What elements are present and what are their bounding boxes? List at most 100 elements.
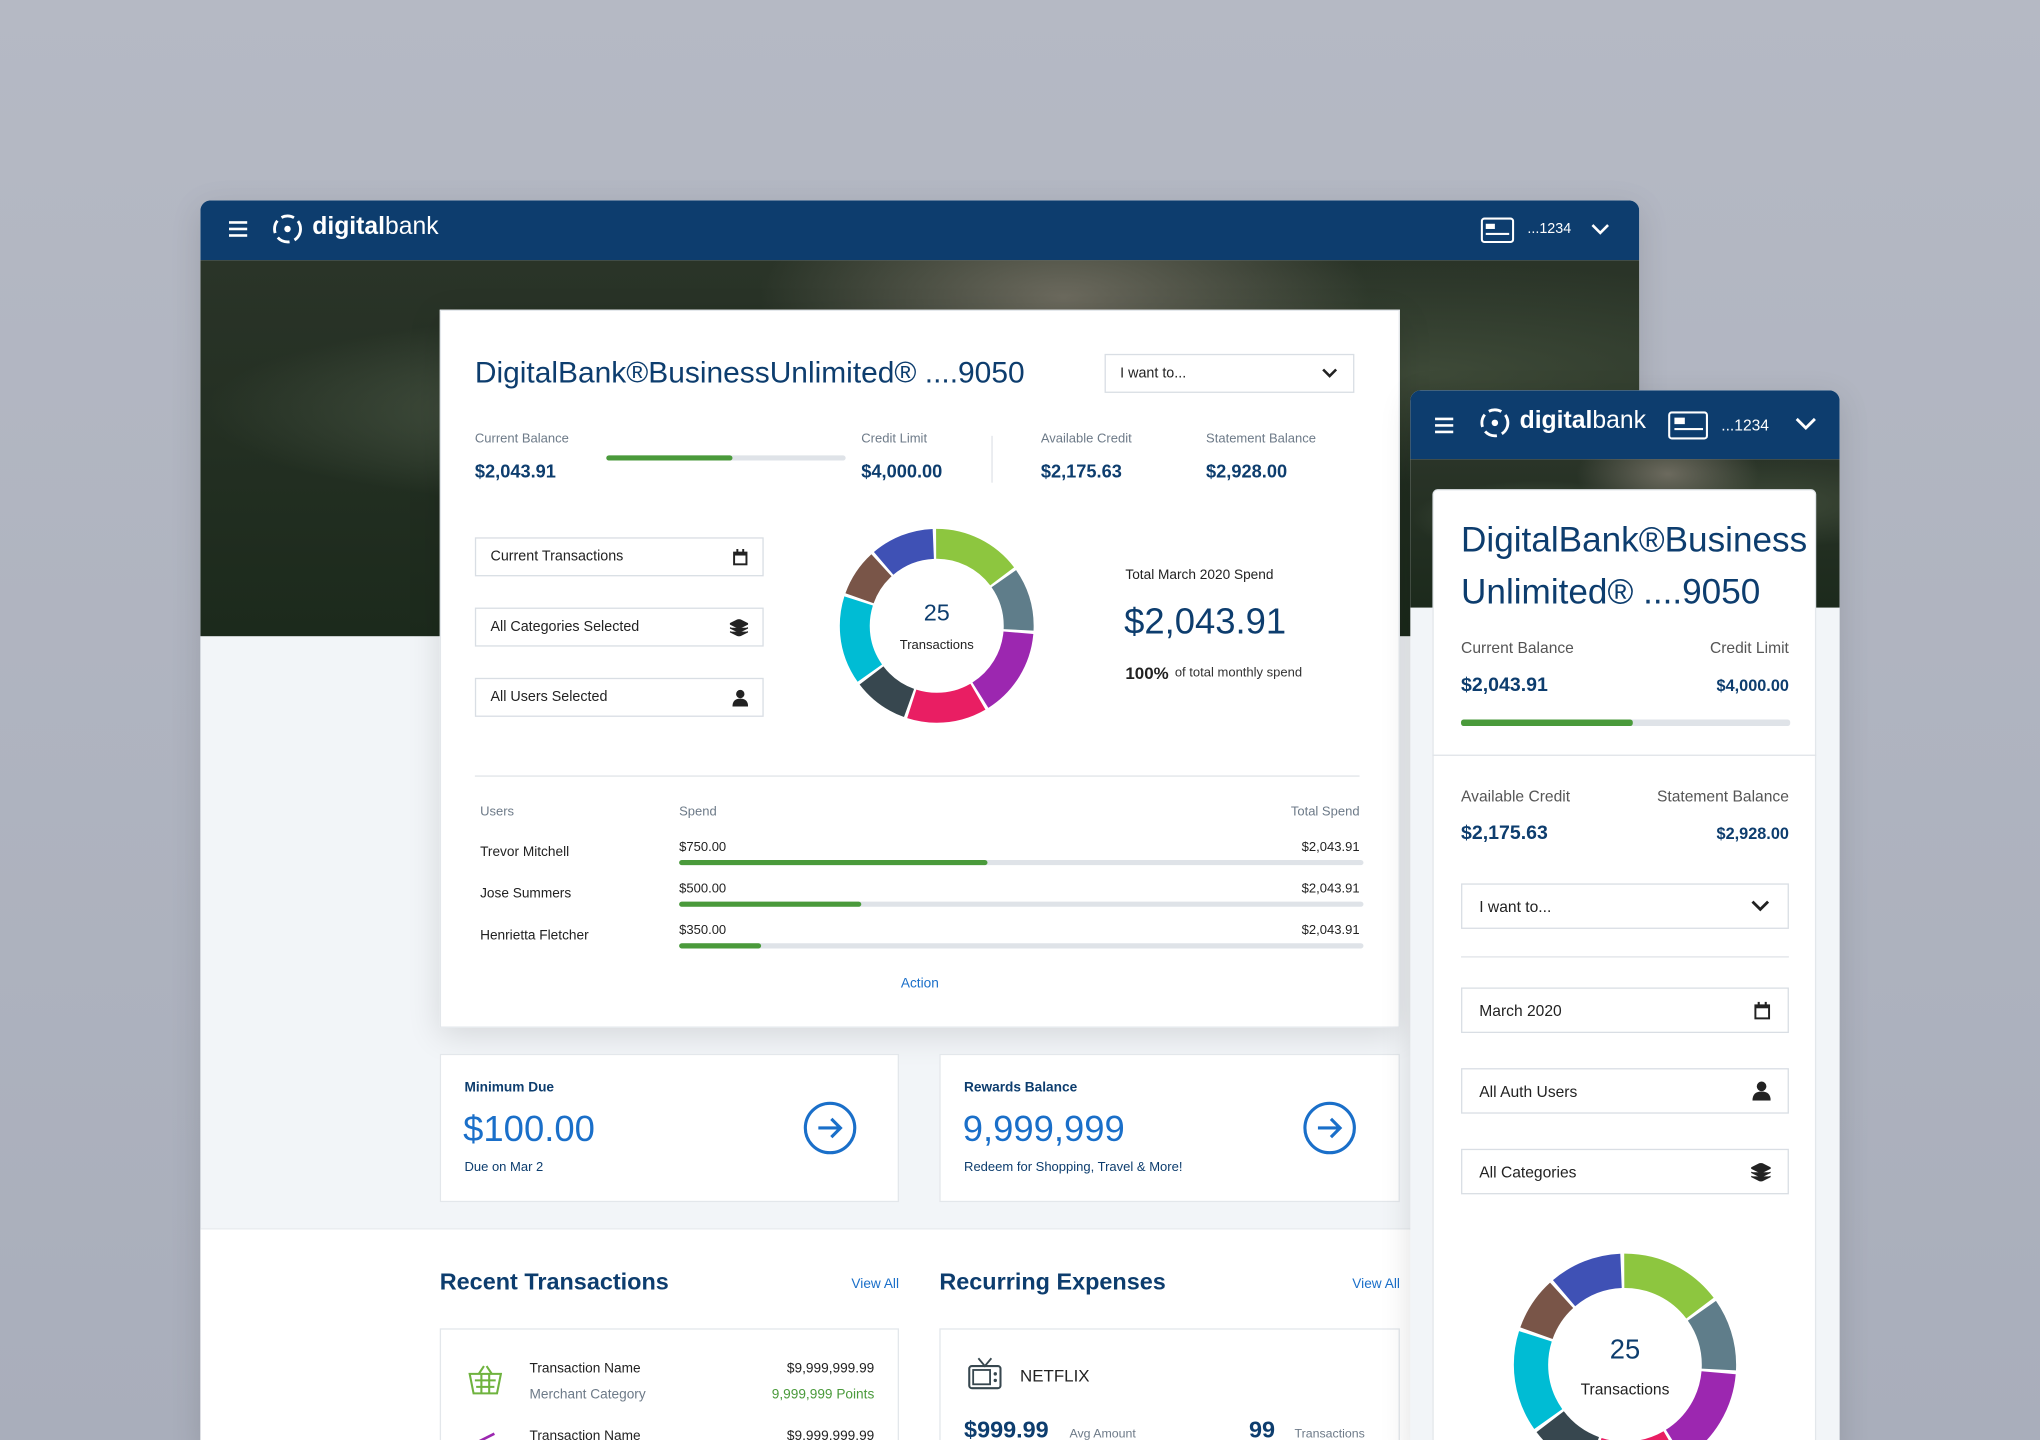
filter[interactable]: March 2020 bbox=[1461, 987, 1789, 1034]
balance-value: $2,043.91 bbox=[1461, 673, 1548, 697]
user-spend: $350.00 bbox=[679, 923, 727, 939]
donut-segment bbox=[839, 528, 1034, 723]
donut-segment bbox=[1513, 1253, 1737, 1440]
user-track bbox=[679, 859, 1364, 866]
view-all-link[interactable]: View All bbox=[851, 1276, 900, 1292]
logo-icon bbox=[1480, 408, 1510, 438]
recurring-amount: $999.99 bbox=[964, 1416, 1049, 1440]
account-number: ...1234 bbox=[1527, 221, 1572, 237]
donut-label: Transactions bbox=[899, 638, 974, 654]
action-select[interactable]: I want to... bbox=[1461, 883, 1789, 929]
balance-value: $2,175.63 bbox=[1461, 822, 1548, 845]
user-spend: $500.00 bbox=[679, 882, 727, 897]
user-total: $2,043.91 bbox=[1301, 923, 1360, 939]
donut-label: Transactions bbox=[1580, 1380, 1670, 1399]
transaction-category: Merchant Category bbox=[529, 1386, 646, 1403]
action-link[interactable]: Action bbox=[900, 975, 939, 992]
chevron bbox=[1751, 900, 1770, 912]
donut-segment bbox=[1513, 1253, 1737, 1440]
spend-percent: 100% bbox=[1125, 663, 1169, 684]
balance-value: $2,043.91 bbox=[474, 460, 556, 482]
account-chevron[interactable] bbox=[1794, 415, 1817, 433]
brand-bold: digital bbox=[312, 213, 386, 241]
account-chevron[interactable] bbox=[1590, 221, 1611, 237]
user-fill bbox=[679, 943, 762, 949]
balance-value: $2,175.63 bbox=[1040, 460, 1122, 482]
category-icon bbox=[478, 1432, 495, 1440]
top-bar bbox=[200, 200, 1640, 261]
layers-icon bbox=[1751, 1162, 1771, 1181]
account-number: ...1234 bbox=[1721, 416, 1770, 435]
spend-title: Total March 2020 Spend bbox=[1125, 567, 1274, 583]
user-name: Henrietta Fletcher bbox=[480, 927, 589, 944]
balance-value: $4,000.00 bbox=[861, 460, 943, 482]
arrow-button[interactable] bbox=[803, 1101, 858, 1156]
layers-icon bbox=[729, 618, 749, 636]
recurring-count-label: Transactions bbox=[1294, 1427, 1365, 1440]
filter-text: All Categories bbox=[1479, 1162, 1577, 1181]
logo-icon bbox=[273, 214, 302, 244]
balance-label: Statement Balance bbox=[1206, 431, 1316, 447]
brand-rest: bank bbox=[385, 213, 439, 241]
transaction-name: Transaction Name bbox=[529, 1360, 641, 1377]
filter-text: All Categories Selected bbox=[490, 619, 640, 635]
user-track bbox=[679, 901, 1364, 907]
table-header: Users bbox=[480, 805, 515, 820]
section-title: Recurring Expenses bbox=[939, 1268, 1166, 1295]
filter-text: All Auth Users bbox=[1479, 1081, 1578, 1101]
calendar-icon bbox=[733, 548, 748, 565]
balance-fill bbox=[606, 455, 733, 461]
card-icon bbox=[1668, 411, 1708, 440]
donut-count: 25 bbox=[1609, 1334, 1641, 1365]
balance-label: Available Credit bbox=[1461, 787, 1571, 806]
divider bbox=[1461, 956, 1789, 958]
donut-segment bbox=[839, 528, 1034, 723]
category-donut bbox=[839, 528, 1034, 723]
filter[interactable]: Current Transactions bbox=[474, 537, 764, 577]
transaction-amount: $9,999,999.99 bbox=[786, 1360, 875, 1377]
filter[interactable]: All Categories Selected bbox=[474, 607, 764, 647]
view-all-link[interactable]: View All bbox=[1352, 1276, 1400, 1292]
card-amount: 9,999,999 bbox=[962, 1108, 1125, 1149]
table-header: Spend bbox=[679, 805, 717, 820]
balance-label: Statement Balance bbox=[1656, 787, 1789, 806]
action-select-text: I want to... bbox=[1120, 365, 1187, 382]
user-icon bbox=[1752, 1081, 1771, 1101]
balance-value: $2,928.00 bbox=[1716, 824, 1789, 844]
transactions-card bbox=[439, 1328, 900, 1440]
filter[interactable]: All Auth Users bbox=[1461, 1068, 1789, 1114]
basket-icon bbox=[468, 1365, 503, 1395]
filter[interactable]: All Categories bbox=[1461, 1148, 1789, 1195]
spend-amount: $2,043.91 bbox=[1124, 601, 1287, 642]
brand: digitalbank bbox=[312, 213, 438, 242]
menu-icon[interactable] bbox=[228, 219, 250, 240]
recurring-card bbox=[939, 1328, 1400, 1440]
action-select-text: I want to... bbox=[1479, 897, 1552, 916]
mobile-card bbox=[1432, 489, 1817, 1440]
transaction-amount: $9,999,999.99 bbox=[786, 1428, 875, 1440]
arrow-button[interactable] bbox=[1302, 1101, 1357, 1156]
balance-label: Credit Limit bbox=[861, 431, 928, 447]
brand: digitalbank bbox=[1520, 407, 1646, 436]
action-select[interactable]: I want to... bbox=[1104, 353, 1355, 393]
menu-icon[interactable] bbox=[1435, 415, 1456, 436]
user-total: $2,043.91 bbox=[1301, 882, 1360, 897]
filter[interactable]: All Users Selected bbox=[474, 677, 764, 717]
card-note: Due on Mar 2 bbox=[464, 1160, 544, 1175]
calendar-icon bbox=[1754, 1001, 1771, 1019]
user-name: Jose Summers bbox=[480, 885, 572, 902]
card-icon bbox=[1480, 217, 1515, 244]
card-note: Redeem for Shopping, Travel & More! bbox=[964, 1160, 1183, 1175]
user-fill bbox=[679, 859, 988, 866]
account-card bbox=[439, 309, 1400, 1028]
donut-segment bbox=[839, 528, 1034, 723]
user-icon bbox=[732, 689, 749, 706]
card-label: Minimum Due bbox=[464, 1079, 555, 1096]
card-label: Rewards Balance bbox=[964, 1079, 1078, 1096]
balance-label: Current Balance bbox=[1461, 638, 1574, 658]
balance-value: $2,928.00 bbox=[1206, 460, 1288, 482]
user-fill bbox=[679, 901, 862, 907]
section-title: Recent Transactions bbox=[439, 1268, 669, 1295]
